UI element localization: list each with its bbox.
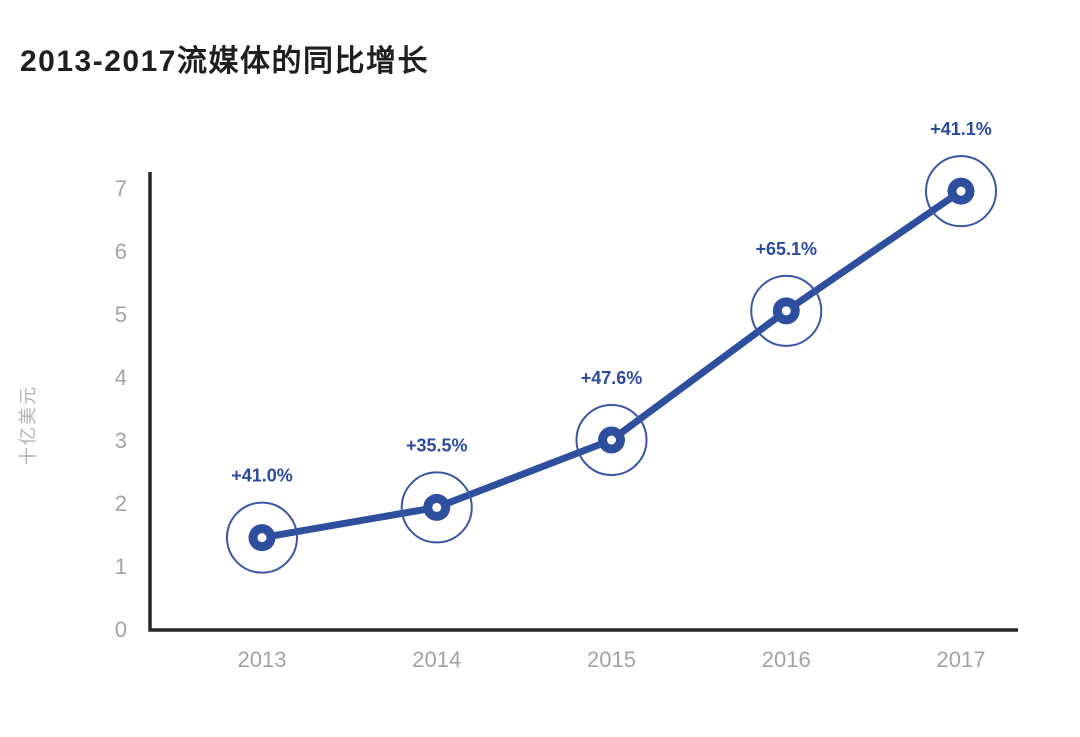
y-tick-label: 7 [115,176,127,201]
point-halo-circle [400,471,473,544]
y-tick-label: 2 [115,491,127,516]
point-growth-label: +41.0% [231,466,293,486]
axis-lines [148,172,1018,632]
y-tick-label: 4 [115,365,127,390]
x-tick-label: 2016 [762,647,811,672]
point-marker-hole [607,435,616,445]
point-marker-hole [781,306,791,316]
point-halo-circle [575,404,648,476]
y-tick-label: 0 [115,617,127,642]
y-axis-title: 十亿美元 [18,385,38,465]
point-growth-label: +41.1% [930,119,992,139]
point-marker-hole [257,533,267,543]
data-line [258,187,965,542]
x-tick-label: 2014 [412,647,461,672]
x-tick-label: 2017 [937,647,986,672]
point-halo-circle [925,155,997,228]
point-growth-label: +47.6% [581,368,643,388]
point-growth-label: +65.1% [755,239,817,259]
y-tick-label: 6 [115,239,127,264]
point-halo-circle [226,501,298,574]
x-tick-label: 2015 [587,647,636,672]
y-tick-label: 1 [115,554,127,579]
point-halo-circle [750,274,823,347]
x-tick-label: 2013 [238,647,287,672]
point-growth-label: +35.5% [406,435,468,455]
point-marker-hole [956,186,966,196]
point-marker-hole [432,502,442,512]
chart-title: 2013-2017流媒体的同比增长 [20,45,429,78]
y-tick-label: 3 [115,428,127,453]
y-tick-label: 5 [115,302,127,327]
